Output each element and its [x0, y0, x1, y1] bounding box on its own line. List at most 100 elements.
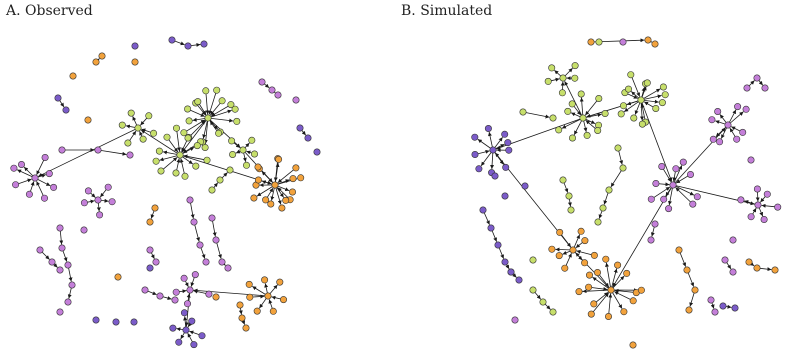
network-node — [261, 276, 269, 284]
network-node — [607, 286, 615, 294]
network-node — [714, 108, 722, 116]
network-node — [716, 138, 724, 146]
panel-simulated: B. Simulated — [393, 0, 785, 358]
network-node — [549, 308, 557, 316]
network-node — [614, 144, 622, 152]
network-node — [186, 196, 194, 204]
network-node — [175, 338, 183, 346]
network-node — [191, 271, 199, 279]
network-node — [561, 264, 569, 272]
network-node — [254, 176, 262, 184]
network-node — [489, 146, 497, 154]
network-node — [733, 135, 741, 143]
network-node — [56, 266, 64, 274]
network-node — [652, 180, 660, 188]
network-node — [17, 161, 25, 169]
network-node — [155, 147, 163, 155]
network-node — [567, 206, 575, 214]
network-node — [494, 241, 502, 249]
network-node — [279, 296, 287, 304]
network-node — [151, 204, 159, 212]
network-node — [282, 196, 290, 204]
network-node — [288, 188, 296, 196]
network-node — [134, 124, 142, 132]
network-node — [163, 133, 171, 141]
network-edge — [522, 111, 550, 119]
network-node — [617, 110, 625, 118]
network-edge — [564, 81, 584, 119]
network-node — [629, 341, 637, 349]
network-node — [585, 283, 593, 291]
network-node — [484, 125, 492, 133]
network-node — [686, 171, 694, 179]
network-node — [693, 193, 701, 201]
network-node — [193, 142, 201, 150]
network-node — [190, 218, 198, 226]
network-node — [202, 87, 210, 95]
network-edge — [592, 276, 612, 291]
network-node — [661, 91, 669, 99]
network-node — [184, 134, 192, 142]
network-simulated — [471, 36, 782, 349]
network-node — [40, 194, 48, 202]
network-node — [685, 306, 693, 314]
network-node — [304, 134, 312, 142]
network-node — [12, 181, 20, 189]
network-edge — [591, 292, 610, 315]
network-edge — [640, 88, 661, 101]
network-node — [630, 114, 638, 122]
network-node — [753, 264, 761, 272]
network-node — [637, 96, 645, 104]
network-node — [131, 58, 139, 66]
network-node — [590, 300, 598, 308]
network-node — [54, 94, 62, 102]
network-node — [581, 237, 589, 245]
network-node — [719, 302, 727, 310]
network-node — [605, 312, 613, 320]
network-node — [96, 211, 104, 219]
network-node — [218, 97, 226, 105]
network-edge — [205, 90, 210, 115]
network-node — [268, 86, 276, 94]
network-edge — [160, 157, 178, 172]
network-node — [92, 58, 100, 66]
network-edge — [207, 117, 234, 123]
network-node — [275, 155, 283, 163]
network-node — [555, 126, 563, 134]
network-node — [146, 246, 154, 254]
network-edge — [184, 289, 191, 327]
network-node — [559, 74, 567, 82]
network-edge — [207, 109, 232, 119]
network-node — [594, 127, 602, 135]
network-node — [637, 286, 645, 294]
network-node — [274, 91, 282, 99]
network-node — [271, 181, 279, 189]
network-node — [269, 307, 277, 315]
network-edge — [181, 117, 209, 153]
network-node — [150, 129, 158, 137]
network-node — [577, 227, 585, 235]
network-node — [50, 183, 58, 191]
network-node — [80, 199, 88, 207]
network-node — [180, 129, 188, 137]
panel-title-observed: A. Observed — [6, 3, 93, 19]
network-node — [619, 164, 627, 172]
network-node — [623, 269, 631, 277]
network-edge — [159, 154, 181, 162]
network-node — [80, 226, 88, 234]
network-edge — [610, 268, 618, 291]
network-edge — [672, 184, 695, 196]
network-node — [753, 185, 761, 193]
network-node — [292, 96, 300, 104]
network-node — [602, 255, 610, 263]
network-node — [236, 301, 244, 309]
network-edge — [256, 184, 276, 197]
network-node — [188, 317, 196, 325]
network-edge — [610, 289, 623, 309]
network-node — [112, 318, 120, 326]
network-node — [479, 206, 487, 214]
network-node — [601, 110, 609, 118]
network-node — [658, 99, 666, 107]
network-node — [84, 116, 92, 124]
network-node — [264, 292, 272, 300]
